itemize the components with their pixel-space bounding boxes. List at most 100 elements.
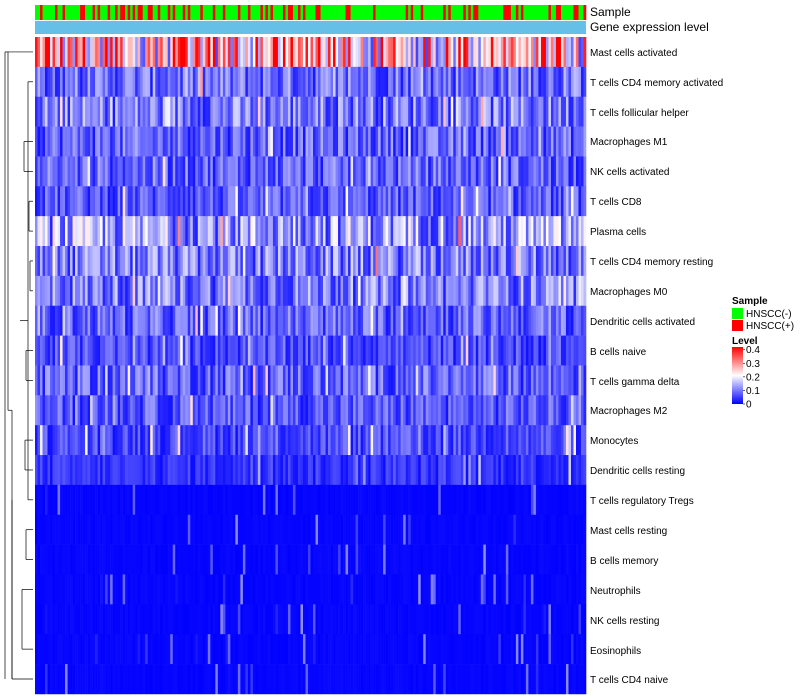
heatmap-cell — [320, 216, 324, 247]
heatmap-cell — [247, 246, 251, 277]
heatmap-cell — [315, 246, 319, 277]
heatmap-cell — [42, 216, 46, 247]
heatmap-cell — [157, 425, 161, 456]
heatmap-cell — [348, 186, 351, 217]
heatmap-cell — [493, 544, 497, 575]
heatmap-cell — [488, 96, 492, 127]
heatmap-cell — [147, 455, 151, 486]
heatmap-cell — [155, 66, 159, 98]
heatmap-cell — [107, 395, 111, 426]
heatmap-cell — [75, 425, 78, 456]
heatmap-cell — [292, 365, 296, 396]
heatmap-cell — [505, 484, 509, 516]
sample-annotation-cell — [232, 5, 236, 20]
heatmap-cell — [505, 126, 509, 157]
heatmap-cell — [117, 574, 121, 605]
heatmap-cell — [458, 156, 462, 187]
heatmap-cell — [130, 66, 133, 98]
heatmap-cell — [62, 425, 66, 456]
heatmap-cell — [510, 634, 514, 665]
heatmap-cell — [540, 216, 544, 247]
heatmap-cell — [205, 216, 209, 247]
heatmap-cell — [262, 96, 266, 127]
sample-annotation-cell — [60, 5, 63, 20]
heatmap-cell — [453, 514, 457, 545]
heatmap-cell — [282, 484, 286, 516]
heatmap-cell — [420, 455, 424, 486]
heatmap-cell — [345, 66, 349, 98]
heatmap-cell — [120, 246, 123, 277]
heatmap-cell — [255, 664, 259, 695]
heatmap-cell — [285, 126, 289, 157]
heatmap-cell — [495, 634, 499, 665]
sample-annotation-cell — [575, 5, 579, 20]
heatmap-cell — [335, 514, 339, 545]
heatmap-cell — [245, 604, 249, 635]
heatmap-cell — [518, 335, 522, 366]
heatmap-cell — [122, 365, 126, 396]
heatmap-cell — [505, 66, 509, 98]
heatmap-cell — [155, 246, 159, 277]
heatmap-cell — [385, 365, 389, 396]
heatmap-cell — [355, 216, 359, 247]
heatmap-cell — [580, 305, 584, 336]
heatmap-cell — [378, 126, 381, 157]
heatmap-cell — [463, 365, 467, 396]
heatmap-cell — [87, 574, 91, 605]
heatmap-cell — [252, 604, 256, 635]
heatmap-cell — [508, 574, 512, 605]
heatmap-cell — [117, 275, 121, 307]
heatmap-cell — [410, 156, 414, 187]
heatmap-cell — [110, 634, 113, 665]
heatmap-cell — [75, 37, 78, 68]
heatmap-cell — [430, 37, 434, 68]
heatmap-cell — [232, 66, 236, 98]
heatmap-cell — [553, 96, 557, 127]
heatmap-cell — [510, 246, 514, 277]
sample-annotation-cell — [415, 5, 419, 20]
heatmap-cell — [433, 604, 437, 635]
heatmap-cell — [355, 455, 359, 486]
heatmap-cell — [35, 634, 38, 665]
heatmap-cell — [555, 246, 559, 277]
heatmap-cell — [475, 186, 479, 217]
heatmap-cell — [363, 335, 366, 366]
heatmap-cell — [458, 574, 462, 605]
heatmap-cell — [60, 425, 63, 456]
heatmap-cell — [413, 275, 416, 307]
heatmap-cell — [313, 544, 316, 575]
heatmap-cell — [135, 37, 138, 68]
heatmap-cell — [290, 186, 294, 217]
heatmap-cell — [122, 66, 126, 98]
heatmap-cell — [35, 66, 38, 98]
heatmap-cell — [292, 126, 296, 157]
heatmap-cell — [282, 37, 286, 68]
heatmap-cell — [100, 514, 103, 545]
heatmap-cell — [390, 66, 394, 98]
heatmap-cell — [558, 66, 562, 98]
sample-annotation-cell — [257, 5, 261, 20]
heatmap-cell — [247, 425, 251, 456]
heatmap-cell — [240, 246, 244, 277]
heatmap-cell — [523, 484, 527, 516]
heatmap-cell — [528, 365, 532, 396]
heatmap-cell — [125, 395, 128, 426]
sample-annotation-cell — [240, 5, 244, 20]
heatmap-cell — [335, 66, 339, 98]
heatmap-cell — [468, 634, 472, 665]
heatmap-cell — [315, 365, 319, 396]
heatmap-cell — [252, 574, 256, 605]
heatmap-cell — [320, 305, 324, 336]
heatmap-cell — [125, 37, 128, 68]
heatmap-cell — [290, 395, 294, 426]
heatmap-cell — [568, 275, 572, 307]
heatmap-cell — [515, 156, 519, 187]
heatmap-cell — [520, 66, 524, 98]
heatmap-cell — [290, 305, 294, 336]
heatmap-cell — [515, 395, 519, 426]
heatmap-cell — [240, 335, 244, 366]
heatmap-cell — [85, 216, 88, 247]
heatmap-cell — [180, 574, 184, 605]
heatmap-cell — [355, 66, 359, 98]
heatmap-cell — [513, 275, 517, 307]
